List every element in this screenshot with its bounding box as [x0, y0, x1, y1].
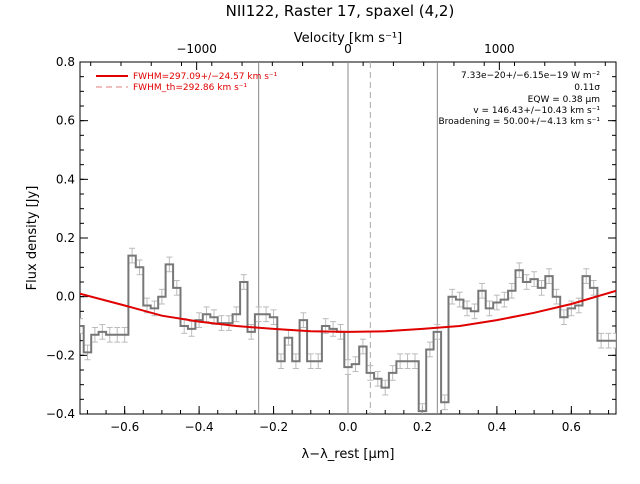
y-axis-label: Flux density [Jy] [25, 186, 40, 291]
spectrum-steps [80, 254, 616, 413]
annotation-flux: 7.33e−20+/−6.15e−19 W m⁻² [461, 71, 600, 81]
chart-title: NII122, Raster 17, spaxel (4,2) [226, 2, 455, 20]
x-tick-label: 0.2 [413, 420, 432, 434]
x-tick-label: 0.0 [338, 420, 357, 434]
top-tick-label: 1000 [484, 42, 515, 56]
x-tick-label: 0.6 [562, 420, 581, 434]
x-axis-label: λ−λ_rest [μm] [302, 447, 395, 462]
annotation-velocity: v = 146.43+/−10.43 km s⁻¹ [473, 106, 600, 116]
x-tick-label: −0.2 [259, 420, 288, 434]
fit-curve [80, 289, 616, 333]
vertical-lines [258, 62, 438, 414]
top-tick-label: −1000 [176, 42, 217, 56]
annotation-eqw: EQW = 0.38 μm [528, 95, 600, 105]
x-tick-label: −0.6 [110, 420, 139, 434]
y-tick-label: −0.4 [46, 407, 75, 421]
y-tick-label: 0.0 [56, 290, 75, 304]
y-tick-label: 0.2 [56, 231, 75, 245]
y-tick-label: −0.2 [46, 348, 75, 362]
ticks: −0.6 −0.4 −0.2 0.0 0.2 0.4 0.6 −0.4 −0.2 0.0 0.2 0.… [46, 42, 616, 434]
top-axis-label: Velocity [km s⁻¹] [294, 31, 402, 46]
series [80, 247, 616, 414]
legend-label-fwhm-th: FWHM_th=292.86 km s⁻¹ [133, 83, 248, 93]
y-tick-label: 0.8 [56, 55, 75, 69]
x-tick-label: 0.4 [487, 420, 506, 434]
y-tick-label: 0.4 [56, 172, 75, 186]
annotation-sigma: 0.11σ [574, 83, 600, 93]
top-tick-label: 0 [344, 42, 352, 56]
legend: FWHM=297.09+/−24.57 km s⁻¹ FWHM_th=292.8… [96, 72, 278, 93]
y-tick-label: 0.6 [56, 114, 75, 128]
annotations: 7.33e−20+/−6.15e−19 W m⁻² 0.11σ EQW = 0.… [439, 71, 601, 127]
x-tick-label: −0.4 [185, 420, 214, 434]
annotation-broadening: Broadening = 50.00+/−4.13 km s⁻¹ [439, 117, 601, 127]
legend-label-fwhm: FWHM=297.09+/−24.57 km s⁻¹ [133, 72, 278, 82]
